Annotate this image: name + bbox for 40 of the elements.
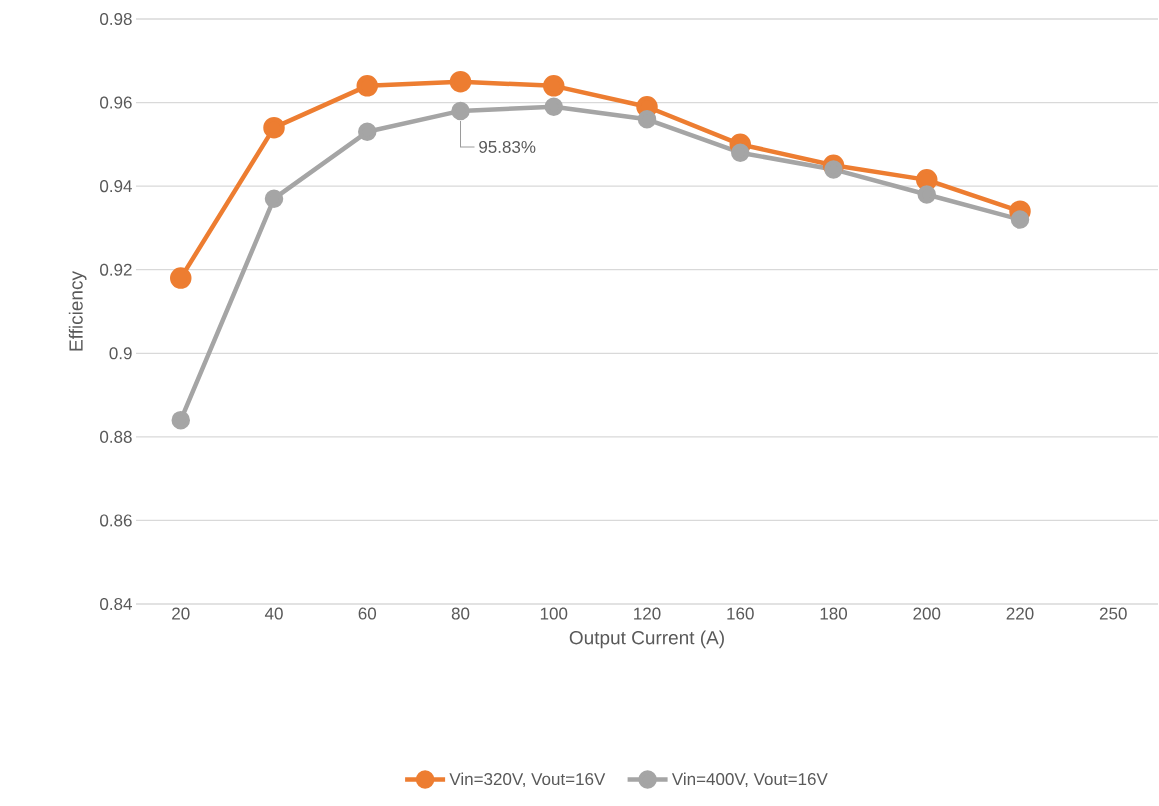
y-tick-label: 0.86 <box>100 514 132 527</box>
y-tick-label: 0.9 <box>109 347 132 360</box>
y-tick-label: 0.88 <box>100 430 132 443</box>
point <box>544 97 564 116</box>
point <box>356 75 379 97</box>
y-tick-label: 0.98 <box>100 12 132 26</box>
point <box>824 160 843 179</box>
y-tick-label: 0.96 <box>100 96 132 109</box>
point <box>449 70 472 93</box>
x-tick-label: 20 <box>172 607 190 620</box>
point <box>731 143 750 162</box>
x-tick-label: 100 <box>540 607 568 620</box>
x-axis-title: Output Current (A) <box>569 630 724 649</box>
x-tick-label: 120 <box>634 607 661 620</box>
x-tick-label: 60 <box>358 607 377 620</box>
point <box>264 189 284 208</box>
y-tick-label: 0.94 <box>100 180 132 193</box>
point <box>263 116 285 139</box>
point <box>171 410 191 430</box>
point <box>916 169 938 191</box>
x-tick-label: 220 <box>1006 607 1034 620</box>
y-tick-label: 0.84 <box>100 597 132 611</box>
point <box>1010 210 1030 229</box>
legend-label: Vin=320V, Vout=16V <box>449 772 606 788</box>
legend-label: Vin=400V, Vout=16V <box>671 772 828 788</box>
x-tick-label: 80 <box>451 607 470 620</box>
point <box>170 267 192 289</box>
point <box>917 185 936 204</box>
point <box>543 75 565 97</box>
x-tick-label: 40 <box>264 607 283 620</box>
x-tick-label: 250 <box>1099 607 1127 620</box>
annotation: 95.83% <box>479 140 536 153</box>
x-tick-label: 200 <box>913 607 941 620</box>
y-tick-label: 0.92 <box>100 263 132 276</box>
x-tick-label: 180 <box>820 607 848 620</box>
point <box>451 101 470 121</box>
x-tick-label: 160 <box>727 607 754 620</box>
point <box>637 110 657 129</box>
y-axis-title: Efficiency <box>68 271 87 351</box>
point <box>358 122 377 142</box>
